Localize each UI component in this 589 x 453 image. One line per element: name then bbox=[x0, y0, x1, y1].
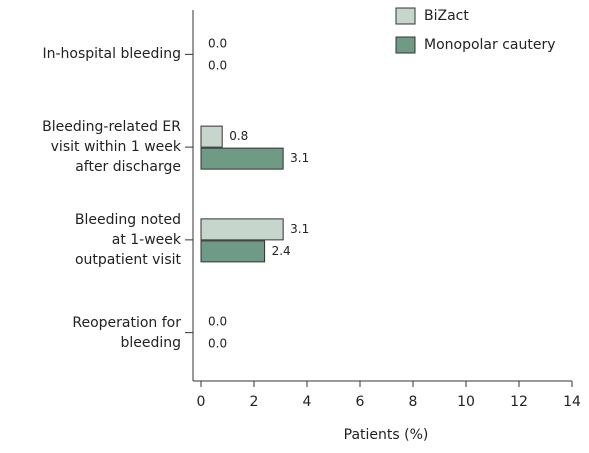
category-label: Bleeding noted at 1-week outpatient visi… bbox=[74, 211, 181, 268]
x-tick-label: 12 bbox=[510, 394, 528, 410]
x-tick-label: 6 bbox=[356, 394, 365, 410]
x-tick-label: 10 bbox=[457, 394, 475, 410]
value-label: 0.8 bbox=[229, 129, 248, 143]
bar bbox=[200, 240, 266, 263]
x-tick-label: 14 bbox=[563, 394, 581, 410]
legend-swatch bbox=[395, 36, 416, 54]
x-tick-label: 8 bbox=[409, 394, 418, 410]
category-label: In-hospital bleeding bbox=[42, 46, 181, 63]
value-label: 0.0 bbox=[208, 58, 227, 72]
bar bbox=[200, 125, 223, 148]
value-label: 0.0 bbox=[208, 36, 227, 50]
x-tick-label: 2 bbox=[250, 394, 259, 410]
value-label: 2.4 bbox=[272, 244, 291, 258]
category-label: Bleeding-related ER visit within 1 week … bbox=[42, 119, 181, 176]
value-label: 0.0 bbox=[208, 337, 227, 351]
legend-swatch bbox=[395, 7, 416, 25]
bar bbox=[200, 218, 284, 241]
value-label: 3.1 bbox=[290, 151, 309, 165]
x-axis-title: Patients (%) bbox=[344, 427, 429, 443]
legend-label: BiZact bbox=[424, 8, 469, 24]
x-tick-label: 4 bbox=[303, 394, 312, 410]
bar bbox=[200, 147, 284, 170]
x-tick-label: 0 bbox=[197, 394, 206, 410]
value-label: 3.1 bbox=[290, 222, 309, 236]
category-label: Reoperation for bleeding bbox=[72, 314, 181, 351]
legend-label: Monopolar cautery bbox=[424, 37, 556, 53]
value-label: 0.0 bbox=[208, 315, 227, 329]
